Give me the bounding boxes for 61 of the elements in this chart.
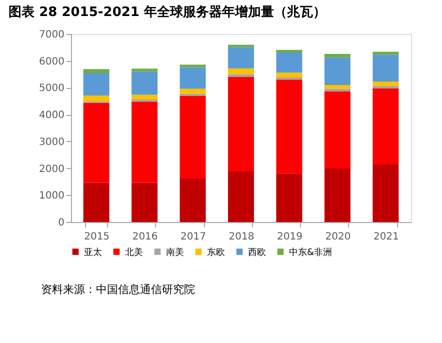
x-tick-label: 2019: [277, 232, 302, 242]
bar: [132, 71, 158, 95]
bar: [276, 52, 302, 73]
y-tick-label: 6000: [39, 56, 64, 68]
bar: [228, 172, 254, 222]
y-tick-label: 2000: [39, 164, 64, 175]
bar: [132, 94, 158, 100]
bar: [132, 68, 158, 72]
bar: [228, 47, 254, 68]
bar: [276, 72, 302, 78]
bar: [324, 85, 350, 89]
legend-label: 南美: [166, 246, 184, 258]
chart-title: 图表 28 2015-2021 年全球服务器年增加量（兆瓦）: [8, 4, 326, 20]
x-tick-label: 2018: [228, 232, 254, 242]
bar: [180, 94, 206, 96]
bar: [276, 80, 302, 174]
bar: [228, 76, 254, 172]
bar: [372, 164, 399, 222]
x-tick-label: 2016: [132, 232, 158, 242]
legend-label: 北美: [125, 246, 143, 258]
y-tick-label: 5000: [39, 83, 64, 94]
bar: [132, 182, 158, 222]
bar: [276, 174, 302, 222]
y-tick-label: 4000: [39, 110, 64, 122]
bar: [372, 54, 399, 82]
x-tick-label: 2015: [84, 232, 110, 242]
bar: [372, 52, 399, 55]
y-tick-label: 3000: [39, 136, 64, 148]
bar: [83, 72, 110, 96]
bar: [83, 69, 110, 73]
bar: [324, 91, 350, 169]
bar: [180, 88, 206, 94]
bar: [372, 88, 399, 165]
bar: [83, 103, 110, 183]
bar: [324, 168, 350, 222]
legend-label: 西欧: [248, 246, 266, 258]
legend-label: 东欧: [207, 246, 225, 258]
bar: [276, 50, 302, 53]
bar: [180, 178, 206, 222]
legend-label: 中东&非洲: [289, 246, 332, 258]
x-tick-label: 2020: [325, 232, 351, 242]
bar: [180, 64, 206, 68]
bar: [228, 68, 254, 74]
y-tick-label: 0: [58, 218, 64, 228]
legend-label: 亚太: [84, 246, 102, 258]
text: 资料来源：中国信息通信研究院: [41, 283, 195, 296]
bar: [132, 102, 158, 183]
bar: [324, 54, 350, 58]
bar: [228, 74, 254, 77]
bar: [180, 67, 206, 89]
y-tick-label: 1000: [39, 190, 64, 202]
y-tick-label: 7000: [39, 30, 64, 40]
bar: [228, 44, 254, 48]
bar: [372, 86, 399, 88]
x-tick-label: 2021: [373, 232, 399, 242]
x-tick-label: 2017: [180, 232, 206, 242]
bar: [83, 96, 110, 102]
bar: [180, 96, 206, 178]
bar: [324, 57, 350, 86]
bar: [372, 82, 399, 86]
bar: [83, 182, 110, 222]
